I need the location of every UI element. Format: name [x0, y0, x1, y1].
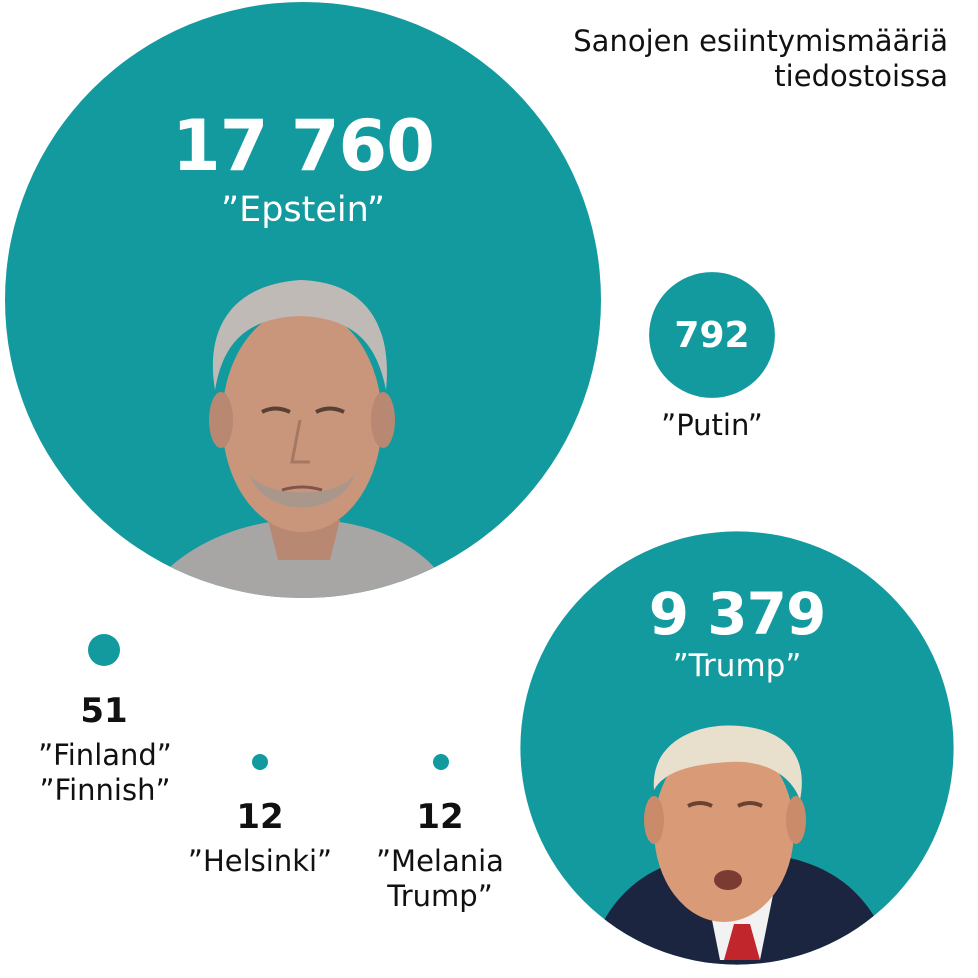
value-label-finland: 51: [80, 691, 128, 731]
value-label-epstein: 17 760: [172, 105, 435, 187]
name-label-trump: ”Trump”: [672, 648, 802, 684]
name-label-helsinki: ”Helsinki”: [187, 844, 333, 878]
name-label-putin: ”Putin”: [661, 408, 763, 442]
bubble-helsinki: [252, 754, 268, 770]
portrait-epstein: [142, 280, 458, 598]
value-label-putin: 792: [674, 315, 750, 356]
chart-title-line-1: Sanojen esiintymismääriä: [573, 24, 948, 58]
name-label-finland: ”Finland” ”Finnish”: [0, 738, 210, 808]
chart-title: Sanojen esiintymismääriä tiedostoissa: [488, 24, 948, 94]
name-label-melania-trump: ”Melania Trump”: [340, 844, 540, 914]
bubble-putin: [649, 272, 775, 398]
chart-title-line-2: tiedostoissa: [774, 58, 948, 93]
name-label-melania-trump-line-1: ”Melania: [376, 844, 504, 878]
value-label-helsinki: 12: [236, 797, 284, 837]
name-label-melania-trump-line-2: Trump”: [387, 878, 493, 913]
bubble-finland: [88, 634, 120, 666]
value-label-melania-trump: 12: [416, 797, 464, 837]
name-label-finland-line-2: ”Finnish”: [39, 772, 171, 807]
name-label-finland-line-1: ”Finland”: [38, 738, 172, 772]
bubble-melania-trump: [433, 754, 449, 770]
value-label-trump: 9 379: [648, 580, 827, 648]
name-label-epstein: ”Epstein”: [220, 190, 386, 230]
